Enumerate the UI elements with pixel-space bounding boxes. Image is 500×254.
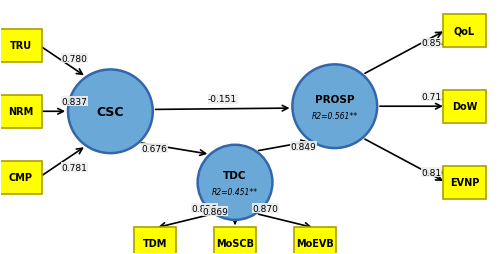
FancyBboxPatch shape bbox=[214, 227, 256, 254]
Text: R2=0.561**: R2=0.561** bbox=[312, 111, 358, 120]
FancyBboxPatch shape bbox=[294, 227, 336, 254]
FancyBboxPatch shape bbox=[134, 227, 176, 254]
FancyBboxPatch shape bbox=[0, 96, 42, 128]
FancyBboxPatch shape bbox=[443, 14, 486, 47]
FancyBboxPatch shape bbox=[443, 90, 486, 123]
Text: TDM: TDM bbox=[143, 238, 168, 248]
Text: MoSCB: MoSCB bbox=[216, 238, 254, 248]
Ellipse shape bbox=[292, 65, 377, 149]
Text: CSC: CSC bbox=[96, 105, 124, 118]
Text: 0.781: 0.781 bbox=[62, 163, 87, 172]
FancyBboxPatch shape bbox=[443, 166, 486, 199]
Text: 0.816: 0.816 bbox=[422, 168, 448, 177]
Text: QoL: QoL bbox=[454, 26, 475, 36]
Ellipse shape bbox=[68, 70, 153, 153]
Text: PROSP: PROSP bbox=[315, 94, 354, 104]
Text: EVNP: EVNP bbox=[450, 178, 479, 187]
Text: DoW: DoW bbox=[452, 102, 477, 112]
Text: 0.676: 0.676 bbox=[142, 144, 168, 153]
FancyBboxPatch shape bbox=[0, 161, 42, 194]
Text: 0.713: 0.713 bbox=[422, 92, 448, 101]
Text: R2=0.451**: R2=0.451** bbox=[212, 187, 258, 196]
Text: 0.780: 0.780 bbox=[62, 54, 87, 63]
Ellipse shape bbox=[198, 145, 272, 220]
Text: 0.854: 0.854 bbox=[422, 39, 448, 48]
Text: 0.870: 0.870 bbox=[252, 204, 278, 213]
Text: 0.826: 0.826 bbox=[192, 204, 218, 213]
Text: NRM: NRM bbox=[8, 107, 34, 117]
FancyBboxPatch shape bbox=[0, 30, 42, 62]
Text: -0.151: -0.151 bbox=[208, 95, 237, 104]
Text: 0.869: 0.869 bbox=[202, 207, 228, 216]
Text: 0.849: 0.849 bbox=[290, 142, 316, 151]
Text: TRU: TRU bbox=[10, 41, 32, 51]
Text: CMP: CMP bbox=[8, 172, 32, 183]
Text: TDC: TDC bbox=[224, 170, 247, 180]
Text: 0.837: 0.837 bbox=[62, 97, 87, 106]
Text: MoEVB: MoEVB bbox=[296, 238, 334, 248]
